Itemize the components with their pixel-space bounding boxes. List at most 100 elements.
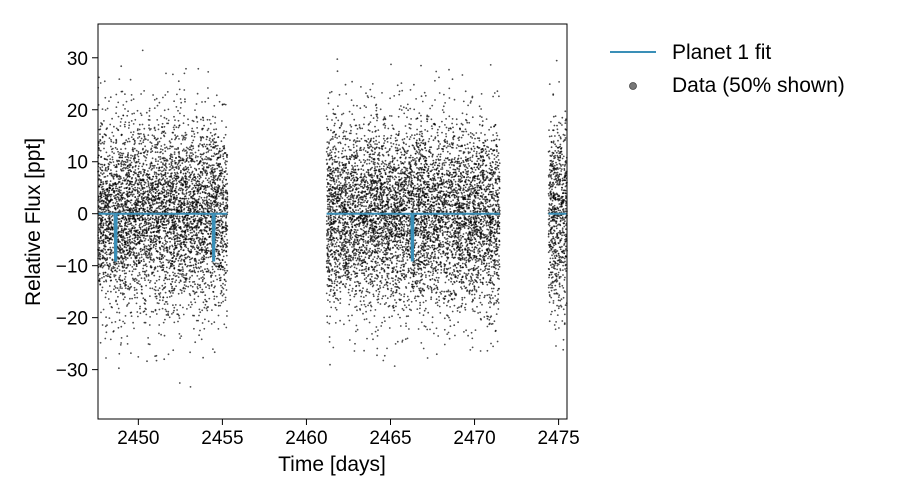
- data-point: [130, 257, 133, 259]
- data-point: [175, 257, 178, 260]
- data-point: [171, 228, 174, 231]
- data-point: [133, 286, 136, 289]
- data-point: [223, 147, 226, 150]
- data-point: [122, 266, 124, 269]
- data-point: [176, 313, 179, 315]
- data-point: [101, 262, 104, 265]
- data-point: [202, 356, 205, 359]
- data-point: [164, 132, 167, 135]
- data-point: [219, 154, 222, 157]
- data-point: [117, 307, 120, 310]
- data-point: [218, 274, 221, 276]
- data-point: [140, 256, 143, 259]
- data-point: [174, 200, 177, 202]
- data-point: [102, 188, 105, 190]
- data-point: [208, 222, 211, 225]
- data-point: [144, 156, 146, 158]
- data-point: [182, 249, 185, 252]
- data-point: [118, 352, 121, 355]
- data-point: [159, 208, 162, 211]
- data-point: [144, 218, 147, 221]
- data-point: [122, 192, 124, 195]
- data-point: [145, 198, 148, 201]
- data-point: [149, 223, 152, 225]
- data-point: [153, 173, 156, 175]
- data-point: [162, 174, 165, 177]
- data-point: [118, 188, 120, 191]
- data-point: [153, 221, 156, 224]
- data-point: [148, 107, 151, 110]
- data-point: [161, 210, 164, 213]
- data-point: [173, 174, 176, 177]
- data-point: [128, 166, 131, 169]
- data-point: [110, 189, 113, 192]
- data-point: [169, 186, 172, 188]
- data-point: [163, 159, 166, 162]
- data-point: [217, 176, 220, 179]
- data-point: [162, 220, 165, 223]
- data-point: [197, 201, 200, 204]
- data-point: [197, 319, 200, 322]
- data-point: [154, 238, 157, 240]
- data-point: [172, 264, 175, 267]
- data-point: [100, 142, 102, 145]
- data-point: [191, 242, 193, 245]
- data-point: [113, 261, 116, 264]
- data-point: [196, 215, 199, 218]
- data-point: [149, 316, 152, 318]
- data-point: [111, 270, 114, 273]
- data-point: [111, 259, 114, 262]
- data-point: [183, 241, 186, 243]
- data-point: [134, 186, 137, 189]
- data-point: [126, 167, 129, 170]
- data-point: [107, 268, 110, 270]
- data-point: [198, 204, 201, 207]
- data-point: [182, 179, 185, 181]
- data-point: [210, 155, 213, 158]
- data-point: [106, 170, 108, 172]
- data-point: [206, 185, 209, 187]
- data-point: [175, 126, 178, 129]
- data-point: [101, 173, 104, 176]
- data-point: [176, 93, 178, 96]
- data-point: [151, 206, 153, 209]
- data-point: [175, 229, 178, 232]
- data-point: [168, 278, 171, 281]
- data-point: [167, 353, 170, 356]
- data-point: [123, 243, 126, 246]
- data-point: [210, 175, 213, 178]
- data-point: [135, 288, 138, 291]
- data-point: [137, 274, 139, 277]
- data-point: [205, 226, 208, 229]
- data-point: [201, 256, 204, 259]
- data-point: [154, 292, 157, 295]
- data-point: [109, 253, 112, 256]
- data-point: [179, 337, 182, 339]
- data-point: [179, 197, 182, 200]
- data-point: [178, 333, 181, 335]
- data-point: [120, 162, 122, 165]
- data-point: [100, 289, 103, 292]
- data-point: [115, 106, 118, 108]
- data-point: [133, 252, 136, 254]
- data-point: [125, 257, 127, 259]
- data-point: [205, 170, 208, 173]
- data-point: [115, 300, 117, 303]
- data-point: [185, 285, 188, 287]
- data-point: [172, 185, 174, 188]
- data-point: [150, 224, 153, 227]
- data-point: [219, 292, 222, 295]
- data-point: [103, 280, 105, 283]
- data-point: [130, 157, 132, 159]
- data-point: [150, 169, 153, 171]
- data-point: [157, 189, 160, 192]
- data-point: [164, 282, 167, 285]
- data-point: [191, 303, 193, 306]
- data-point: [144, 245, 146, 247]
- data-point: [178, 250, 181, 252]
- data-point: [183, 274, 185, 276]
- data-point: [159, 169, 161, 172]
- data-point: [191, 235, 193, 238]
- data-point: [123, 187, 126, 190]
- data-point: [171, 167, 173, 170]
